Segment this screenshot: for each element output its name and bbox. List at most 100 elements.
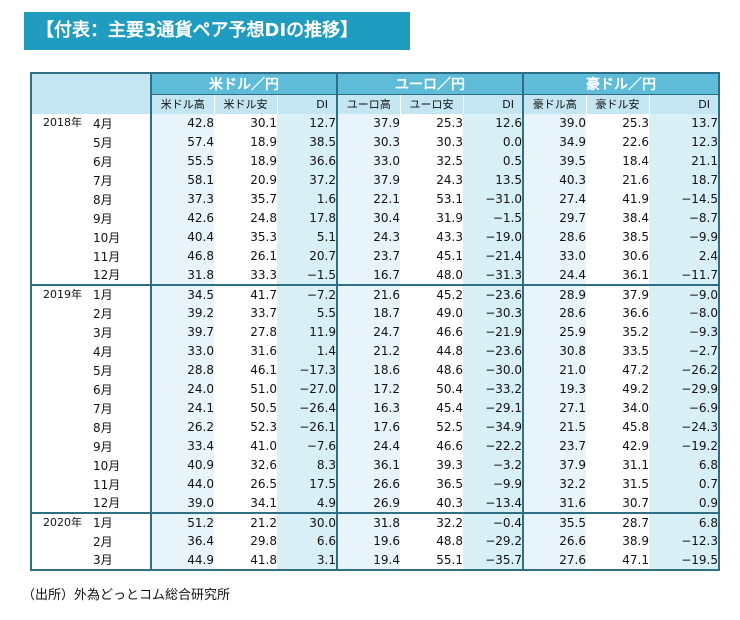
value-cell: 18.9 [214,151,277,171]
table-row: 8月 26.2 52.3 −26.1 17.6 52.5 −34.9 21.5 45.8 −24.… [31,417,719,437]
value-cell: 32.2 [522,474,586,494]
year-label: 2020年 [31,511,93,570]
table-row: 5月 28.8 46.1 −17.3 18.6 48.6 −30.0 21.0 47.2 −26.… [31,360,719,380]
table-row: 2月 36.4 29.8 6.6 19.6 48.8 −29.2 26.6 38.9 −12.3 [31,531,719,551]
value-cell: 33.5 [586,341,649,361]
value-cell: 11.9 [277,322,337,342]
value-cell: −8.7 [649,208,719,228]
value-cell: −8.0 [649,303,719,323]
value-cell: 29.8 [214,531,277,551]
value-cell: 18.7 [649,170,719,190]
value-cell: 45.2 [400,283,463,304]
table-row: 3月 44.9 41.8 3.1 19.4 55.1 −35.7 27.6 47.1 −19.5 [31,550,719,570]
value-cell: 39.0 [522,113,586,133]
value-cell: 39.7 [150,322,214,342]
value-cell: 31.5 [586,474,649,494]
value-cell: 24.4 [522,265,586,285]
value-cell: 28.6 [522,303,586,323]
value-cell: 32.2 [400,511,463,532]
value-cell: 23.7 [336,246,400,266]
value-cell: 52.5 [400,417,463,437]
subheader: DI [462,94,523,114]
value-cell: 21.2 [336,341,400,361]
table-row: 12月 31.8 33.3 −1.5 16.7 48.0 −31.3 24.4 36.1 −11.… [31,265,719,285]
value-cell: 6.8 [649,511,719,532]
value-cell: −27.0 [277,379,337,399]
value-cell: 48.0 [400,265,463,285]
value-cell: 24.8 [214,208,277,228]
table-row: 12月 39.0 34.1 4.9 26.9 40.3 −13.4 31.6 30.7 0.9 [31,493,719,513]
month-label: 6月 [93,379,152,399]
value-cell: 0.7 [649,474,719,494]
value-cell: 38.9 [586,531,649,551]
value-cell: 45.8 [586,417,649,437]
value-cell: 49.2 [586,379,649,399]
value-cell: 39.2 [150,303,214,323]
value-cell: 24.1 [150,398,214,418]
value-cell: 35.5 [522,511,586,532]
value-cell: 0.0 [463,132,523,152]
value-cell: −31.0 [463,189,523,209]
di-table: 米ドル／円 ユーロ／円 豪ドル／円 米ドル高 米ドル安 DI ユーロ高 ユーロ安… [30,72,720,571]
value-cell: 18.9 [214,132,277,152]
value-cell: 30.3 [336,132,400,152]
value-cell: 34.1 [214,493,277,513]
table-body: 2018年 4月 42.8 30.1 12.7 37.9 25.3 12.6 39.0 25.3 1… [31,113,719,570]
group-audjpy: 豪ドル／円 [523,73,719,95]
month-label: 7月 [93,170,152,190]
value-cell: 40.3 [522,170,586,190]
table-row: 5月 57.4 18.9 38.5 30.3 30.3 0.0 34.9 22.6 12.3 [31,132,719,152]
value-cell: 19.6 [336,531,400,551]
value-cell: 13.5 [463,170,523,190]
table-row: 7月 58.1 20.9 37.2 37.9 24.3 13.5 40.3 21.6 18.7 [31,170,719,190]
value-cell: −9.3 [649,322,719,342]
value-cell: −1.5 [277,265,337,285]
table-row: 6月 24.0 51.0 −27.0 17.2 50.4 −33.2 19.3 49.2 −29.… [31,379,719,399]
value-cell: 35.2 [586,322,649,342]
value-cell: −24.3 [649,417,719,437]
value-cell: −23.6 [463,283,523,304]
value-cell: −23.6 [463,341,523,361]
value-cell: 33.3 [214,265,277,285]
value-cell: 51.0 [214,379,277,399]
value-cell: 5.5 [277,303,337,323]
value-cell: −26.1 [277,417,337,437]
value-cell: 8.3 [277,455,337,475]
value-cell: 25.3 [586,113,649,133]
table-row: 6月 55.5 18.9 36.6 33.0 32.5 0.5 39.5 18.4 21.1 [31,151,719,171]
value-cell: 49.0 [400,303,463,323]
value-cell: 3.1 [277,550,337,570]
value-cell: 30.4 [336,208,400,228]
value-cell: 31.9 [400,208,463,228]
value-cell: 41.0 [214,436,277,456]
value-cell: 24.3 [336,227,400,247]
value-cell: 22.1 [336,189,400,209]
value-cell: 30.6 [586,246,649,266]
value-cell: 42.6 [150,208,214,228]
table-row: 8月 37.3 35.7 1.6 22.1 53.1 −31.0 27.4 41.9 −14.5 [31,189,719,209]
month-label: 8月 [93,417,152,437]
value-cell: 53.1 [400,189,463,209]
value-cell: −26.2 [649,360,719,380]
table-title: 【付表：主要3通貨ペア予想DIの推移】 [24,12,410,50]
value-cell: 21.6 [586,170,649,190]
value-cell: 6.6 [277,531,337,551]
value-cell: 12.7 [277,113,337,133]
value-cell: 37.9 [586,283,649,304]
value-cell: 33.0 [336,151,400,171]
value-cell: 32.6 [214,455,277,475]
month-label: 7月 [93,398,152,418]
month-label: 10月 [93,455,152,475]
value-cell: 46.6 [400,322,463,342]
subheader: ユーロ高 [336,94,400,114]
value-cell: 1.4 [277,341,337,361]
value-cell: 18.6 [336,360,400,380]
value-cell: 40.3 [400,493,463,513]
month-label: 11月 [93,474,152,494]
value-cell: 5.1 [277,227,337,247]
month-label: 3月 [93,550,152,570]
value-cell: 47.2 [586,360,649,380]
value-cell: 36.6 [277,151,337,171]
table-row: 10月 40.9 32.6 8.3 36.1 39.3 −3.2 37.9 31.1 6.8 [31,455,719,475]
value-cell: 31.6 [214,341,277,361]
